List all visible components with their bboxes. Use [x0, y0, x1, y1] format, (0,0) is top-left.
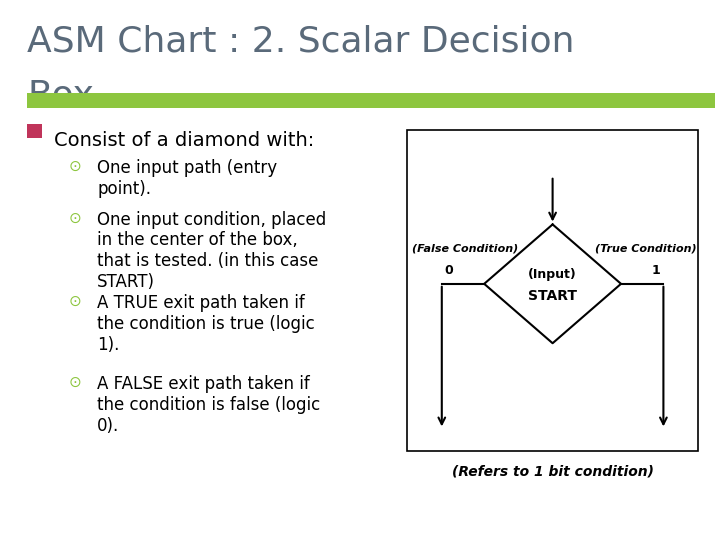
Text: ⊙: ⊙	[68, 159, 81, 174]
Text: START: START	[528, 289, 577, 303]
Text: Box: Box	[27, 78, 94, 112]
Text: One input condition, placed
in the center of the box,
that is tested. (in this c: One input condition, placed in the cente…	[97, 211, 326, 291]
Text: A FALSE exit path taken if
the condition is false (logic
0).: A FALSE exit path taken if the condition…	[97, 375, 320, 435]
Text: 1: 1	[652, 264, 660, 277]
Text: ⊙: ⊙	[68, 375, 81, 390]
FancyBboxPatch shape	[27, 93, 715, 108]
Text: ⊙: ⊙	[68, 294, 81, 309]
Text: Consist of a diamond with:: Consist of a diamond with:	[54, 131, 314, 150]
Text: (Input): (Input)	[528, 268, 577, 281]
FancyBboxPatch shape	[27, 124, 42, 138]
Text: A TRUE exit path taken if
the condition is true (logic
1).: A TRUE exit path taken if the condition …	[97, 294, 315, 354]
Text: (True Condition): (True Condition)	[595, 244, 697, 254]
Text: One input path (entry
point).: One input path (entry point).	[97, 159, 277, 198]
Text: ⊙: ⊙	[68, 211, 81, 226]
Text: (False Condition): (False Condition)	[412, 244, 518, 254]
Text: (Refers to 1 bit condition): (Refers to 1 bit condition)	[451, 464, 654, 478]
FancyBboxPatch shape	[407, 130, 698, 451]
Text: ASM Chart : 2. Scalar Decision: ASM Chart : 2. Scalar Decision	[27, 24, 575, 58]
Text: 0: 0	[445, 264, 454, 277]
